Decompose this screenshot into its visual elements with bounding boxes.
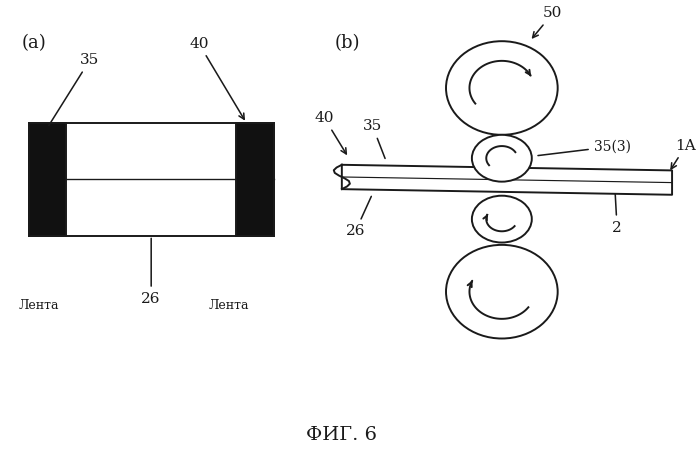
Text: 26: 26 — [346, 196, 371, 238]
Bar — [236, 123, 274, 236]
Ellipse shape — [446, 245, 558, 339]
Text: (b): (b) — [335, 34, 361, 52]
Text: 50: 50 — [533, 6, 563, 38]
Text: (a): (a) — [22, 34, 47, 52]
Text: 40: 40 — [315, 111, 346, 154]
Text: 2: 2 — [612, 194, 622, 235]
Text: 35: 35 — [49, 53, 99, 125]
Text: Лента: Лента — [209, 299, 250, 312]
Ellipse shape — [472, 135, 532, 182]
Ellipse shape — [446, 41, 558, 135]
Ellipse shape — [472, 196, 532, 243]
Text: 1A: 1A — [671, 138, 696, 169]
Bar — [29, 123, 66, 236]
Bar — [29, 123, 274, 236]
Text: 26: 26 — [141, 238, 161, 306]
Bar — [29, 123, 66, 236]
Bar — [236, 123, 274, 236]
Text: 35: 35 — [363, 119, 385, 158]
Text: 35(3): 35(3) — [538, 139, 630, 155]
Text: ФИГ. 6: ФИГ. 6 — [306, 426, 377, 444]
Text: 40: 40 — [189, 37, 244, 119]
Polygon shape — [342, 165, 672, 195]
Text: Лента: Лента — [18, 299, 59, 312]
